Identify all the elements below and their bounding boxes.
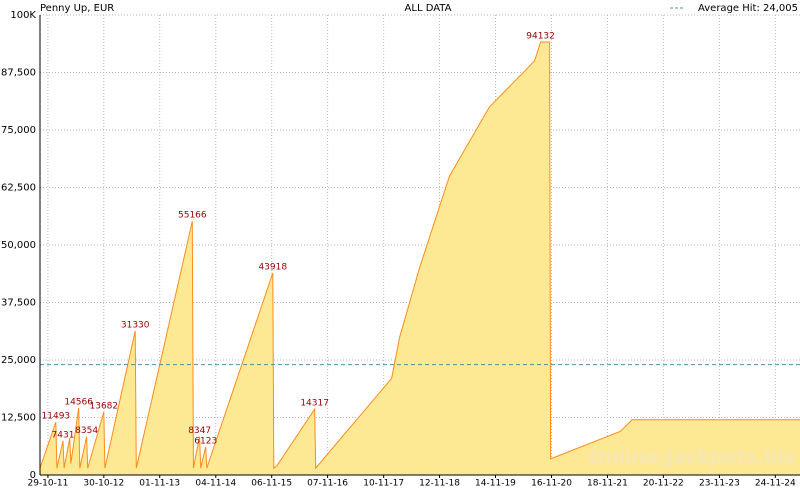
data-label: 94132	[526, 31, 555, 41]
x-tick-label: 10-11-17	[363, 479, 404, 489]
x-tick-label: 18-11-21	[587, 479, 628, 489]
data-label: 8347	[188, 426, 211, 436]
y-tick-label: 50,000	[1, 240, 36, 251]
chart-title: Penny Up, EUR	[40, 3, 114, 14]
y-tick-label: 0	[30, 470, 36, 481]
watermark: Online-Jackpots.biz	[589, 447, 795, 469]
x-tick-label: 14-11-19	[475, 479, 516, 489]
x-tick-label: 06-11-15	[251, 479, 292, 489]
data-label: 7431	[52, 430, 75, 440]
x-tick-label: 30-10-12	[83, 479, 124, 489]
data-label: 8354	[75, 426, 98, 436]
chart-subtitle: ALL DATA	[405, 3, 452, 14]
x-tick-label: 12-11-18	[419, 479, 460, 489]
x-tick-label: 16-11-20	[531, 479, 572, 489]
x-tick-label: 29-10-11	[27, 479, 68, 489]
y-tick-label: 12,500	[1, 413, 36, 424]
x-tick-label: 01-11-13	[139, 479, 180, 489]
y-tick-label: 37,500	[1, 298, 36, 309]
line	[39, 41, 800, 470]
x-tick-label: 20-11-22	[643, 479, 684, 489]
data-label: 14566	[64, 397, 93, 407]
y-tick-label: 25,000	[1, 355, 36, 366]
data-label: 11493	[42, 412, 71, 422]
data-label: 14317	[300, 399, 329, 409]
data-label: 13682	[90, 402, 119, 412]
area	[40, 42, 800, 475]
data-label: 6123	[194, 436, 217, 446]
data-label: 43918	[258, 262, 287, 272]
y-tick-label: 100K	[10, 10, 36, 21]
x-tick-label: 04-11-14	[195, 479, 236, 489]
y-tick-label: 87,500	[1, 68, 36, 79]
y-tick-label: 62,500	[1, 183, 36, 194]
data-label: 31330	[121, 320, 150, 330]
x-tick-label: 07-11-16	[307, 479, 348, 489]
data-label: 55166	[178, 211, 207, 221]
x-tick-label: 24-11-24	[755, 479, 796, 489]
legend-label: Average Hit: 24,005	[698, 3, 798, 14]
y-tick-label: 75,000	[1, 125, 36, 136]
x-tick-label: 23-11-23	[699, 479, 740, 489]
